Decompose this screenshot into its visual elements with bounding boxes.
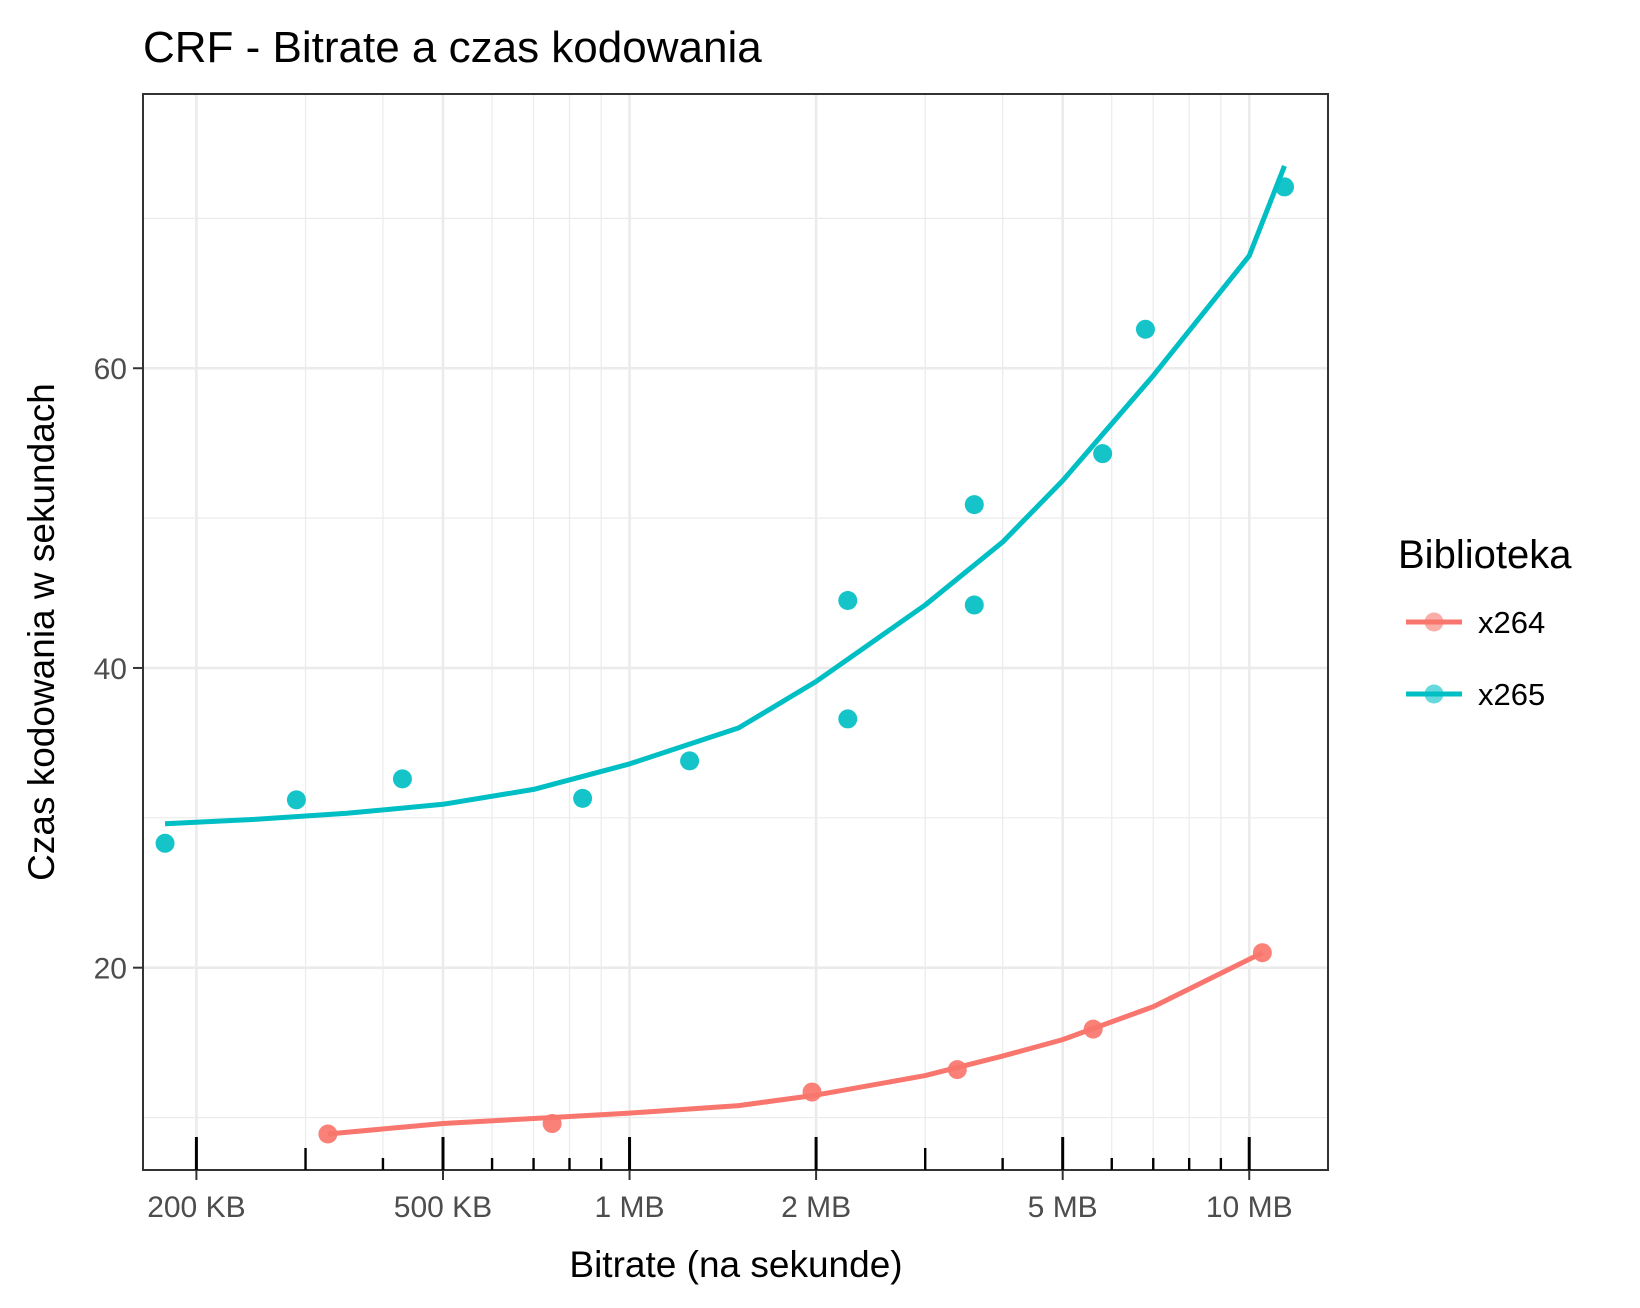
data-point-x265 xyxy=(573,788,593,808)
trend-line-x265 xyxy=(164,164,1287,827)
legend: Biblioteka x264 x265 xyxy=(1398,533,1572,712)
data-point-x264 xyxy=(542,1114,562,1134)
x-tick-label: 2 MB xyxy=(781,1191,851,1224)
data-point-x265 xyxy=(155,833,175,853)
legend-key-point-x264 xyxy=(1424,612,1444,632)
legend-title: Biblioteka xyxy=(1398,533,1572,577)
plot-panel xyxy=(143,94,1328,1170)
data-point-x264 xyxy=(318,1124,338,1144)
data-point-x265 xyxy=(286,790,306,810)
legend-label-x264: x264 xyxy=(1478,605,1545,640)
data-point-x264 xyxy=(1252,943,1272,963)
data-point-x265 xyxy=(964,595,984,615)
y-tick-label: 60 xyxy=(94,353,127,386)
x-axis-title: Bitrate (na sekunde) xyxy=(569,1244,902,1285)
data-point-x265 xyxy=(1135,319,1155,339)
data-point-x265 xyxy=(838,709,858,729)
x-tick-label: 10 MB xyxy=(1206,1191,1293,1224)
x-axis: 200 KB 500 KB 1 MB 2 MB 5 MB 10 MB xyxy=(147,1137,1293,1224)
y-axis-title: Czas kodowania w sekundach xyxy=(21,383,62,881)
data-point-x265 xyxy=(964,495,984,515)
data-point-x265 xyxy=(838,591,858,611)
point-layer xyxy=(155,177,1294,1144)
data-point-x264 xyxy=(802,1082,822,1102)
data-point-x265 xyxy=(1274,177,1294,197)
chart-title: CRF - Bitrate a czas kodowania xyxy=(143,23,762,72)
y-tick-label: 20 xyxy=(94,953,127,986)
grid-layer xyxy=(143,94,1328,1170)
data-point-x264 xyxy=(1083,1019,1103,1039)
x-tick-label: 5 MB xyxy=(1028,1191,1098,1224)
plot-border xyxy=(142,93,1329,1171)
y-axis: 20 40 60 xyxy=(94,353,143,986)
data-point-x265 xyxy=(680,751,700,771)
x-tick-label: 1 MB xyxy=(595,1191,665,1224)
legend-label-x265: x265 xyxy=(1478,677,1545,712)
data-point-x264 xyxy=(947,1060,967,1080)
legend-key-point-x265 xyxy=(1424,684,1444,704)
data-point-x265 xyxy=(392,769,412,789)
x-tick-label: 200 KB xyxy=(147,1191,245,1224)
x-tick-label: 500 KB xyxy=(394,1191,492,1224)
y-tick-label: 40 xyxy=(94,653,127,686)
data-point-x265 xyxy=(1093,444,1113,464)
